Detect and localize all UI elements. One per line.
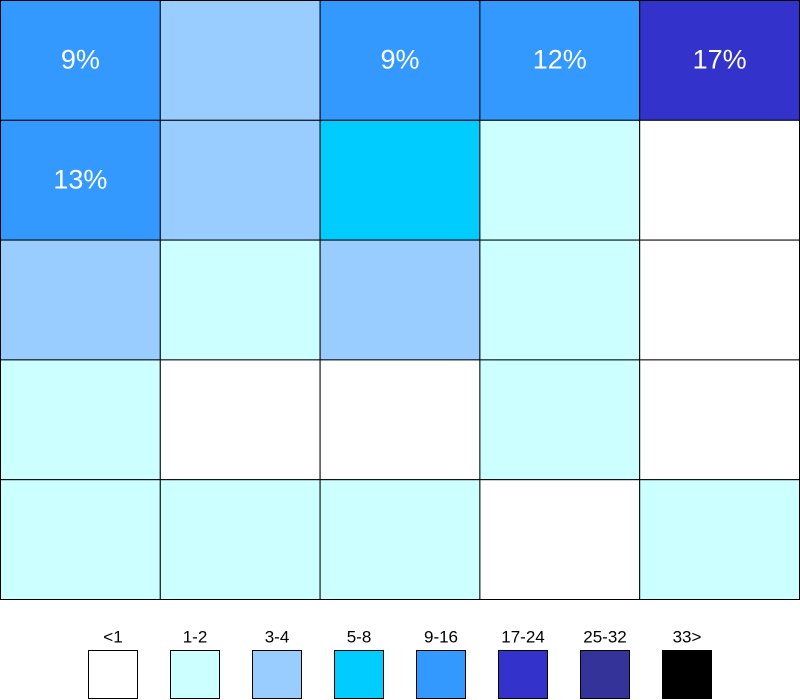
heatmap-cell — [639, 479, 800, 601]
legend-label: 17-24 — [501, 627, 544, 646]
heatmap-cell — [479, 479, 641, 601]
legend-label: 9-16 — [424, 627, 458, 646]
heatmap-cell — [639, 119, 800, 241]
heatmap-cell — [0, 239, 161, 361]
legend-swatch — [334, 650, 384, 699]
legend-label: 3-4 — [265, 627, 290, 646]
legend-swatch — [88, 650, 138, 699]
heatmap-cell — [159, 479, 321, 601]
legend-swatch — [170, 650, 220, 699]
legend-label: 25-32 — [583, 627, 626, 646]
legend-swatch — [252, 650, 302, 699]
legend-swatch — [580, 650, 630, 699]
heatmap-cell — [159, 359, 321, 481]
heatmap-cell — [159, 239, 321, 361]
heatmap-cell — [479, 239, 641, 361]
heatmap-cell — [159, 119, 321, 241]
cell-label: 12% — [533, 45, 587, 75]
heatmap-cell — [319, 479, 481, 601]
heatmap-cell — [479, 359, 641, 481]
heatmap-cell — [319, 119, 481, 241]
legend-label: 33> — [673, 627, 702, 646]
legend-label: <1 — [103, 627, 122, 646]
cell-label: 13% — [53, 164, 107, 194]
cell-label: 9% — [61, 45, 100, 75]
heatmap-cell — [0, 359, 161, 481]
heatmap-cell — [479, 119, 641, 241]
heatmap-cell — [639, 359, 800, 481]
heatmap-cell — [319, 0, 481, 121]
legend-label: 5-8 — [347, 627, 372, 646]
cell-label: 9% — [380, 45, 419, 75]
legend-swatch — [416, 650, 466, 699]
heatmap-cell — [0, 479, 161, 601]
heatmap-cell — [479, 0, 641, 121]
heatmap-cell — [319, 359, 481, 481]
heatmap-cell — [639, 0, 800, 121]
heatmap-cell — [0, 119, 161, 241]
heatmap-cell — [319, 239, 481, 361]
legend-label: 1-2 — [183, 627, 208, 646]
cell-label: 17% — [693, 45, 747, 75]
heatmap-cell — [0, 0, 161, 121]
heatmap-cell — [639, 239, 800, 361]
legend-swatch — [662, 650, 712, 699]
legend-swatch — [498, 650, 548, 699]
heatmap-cell — [159, 0, 321, 121]
